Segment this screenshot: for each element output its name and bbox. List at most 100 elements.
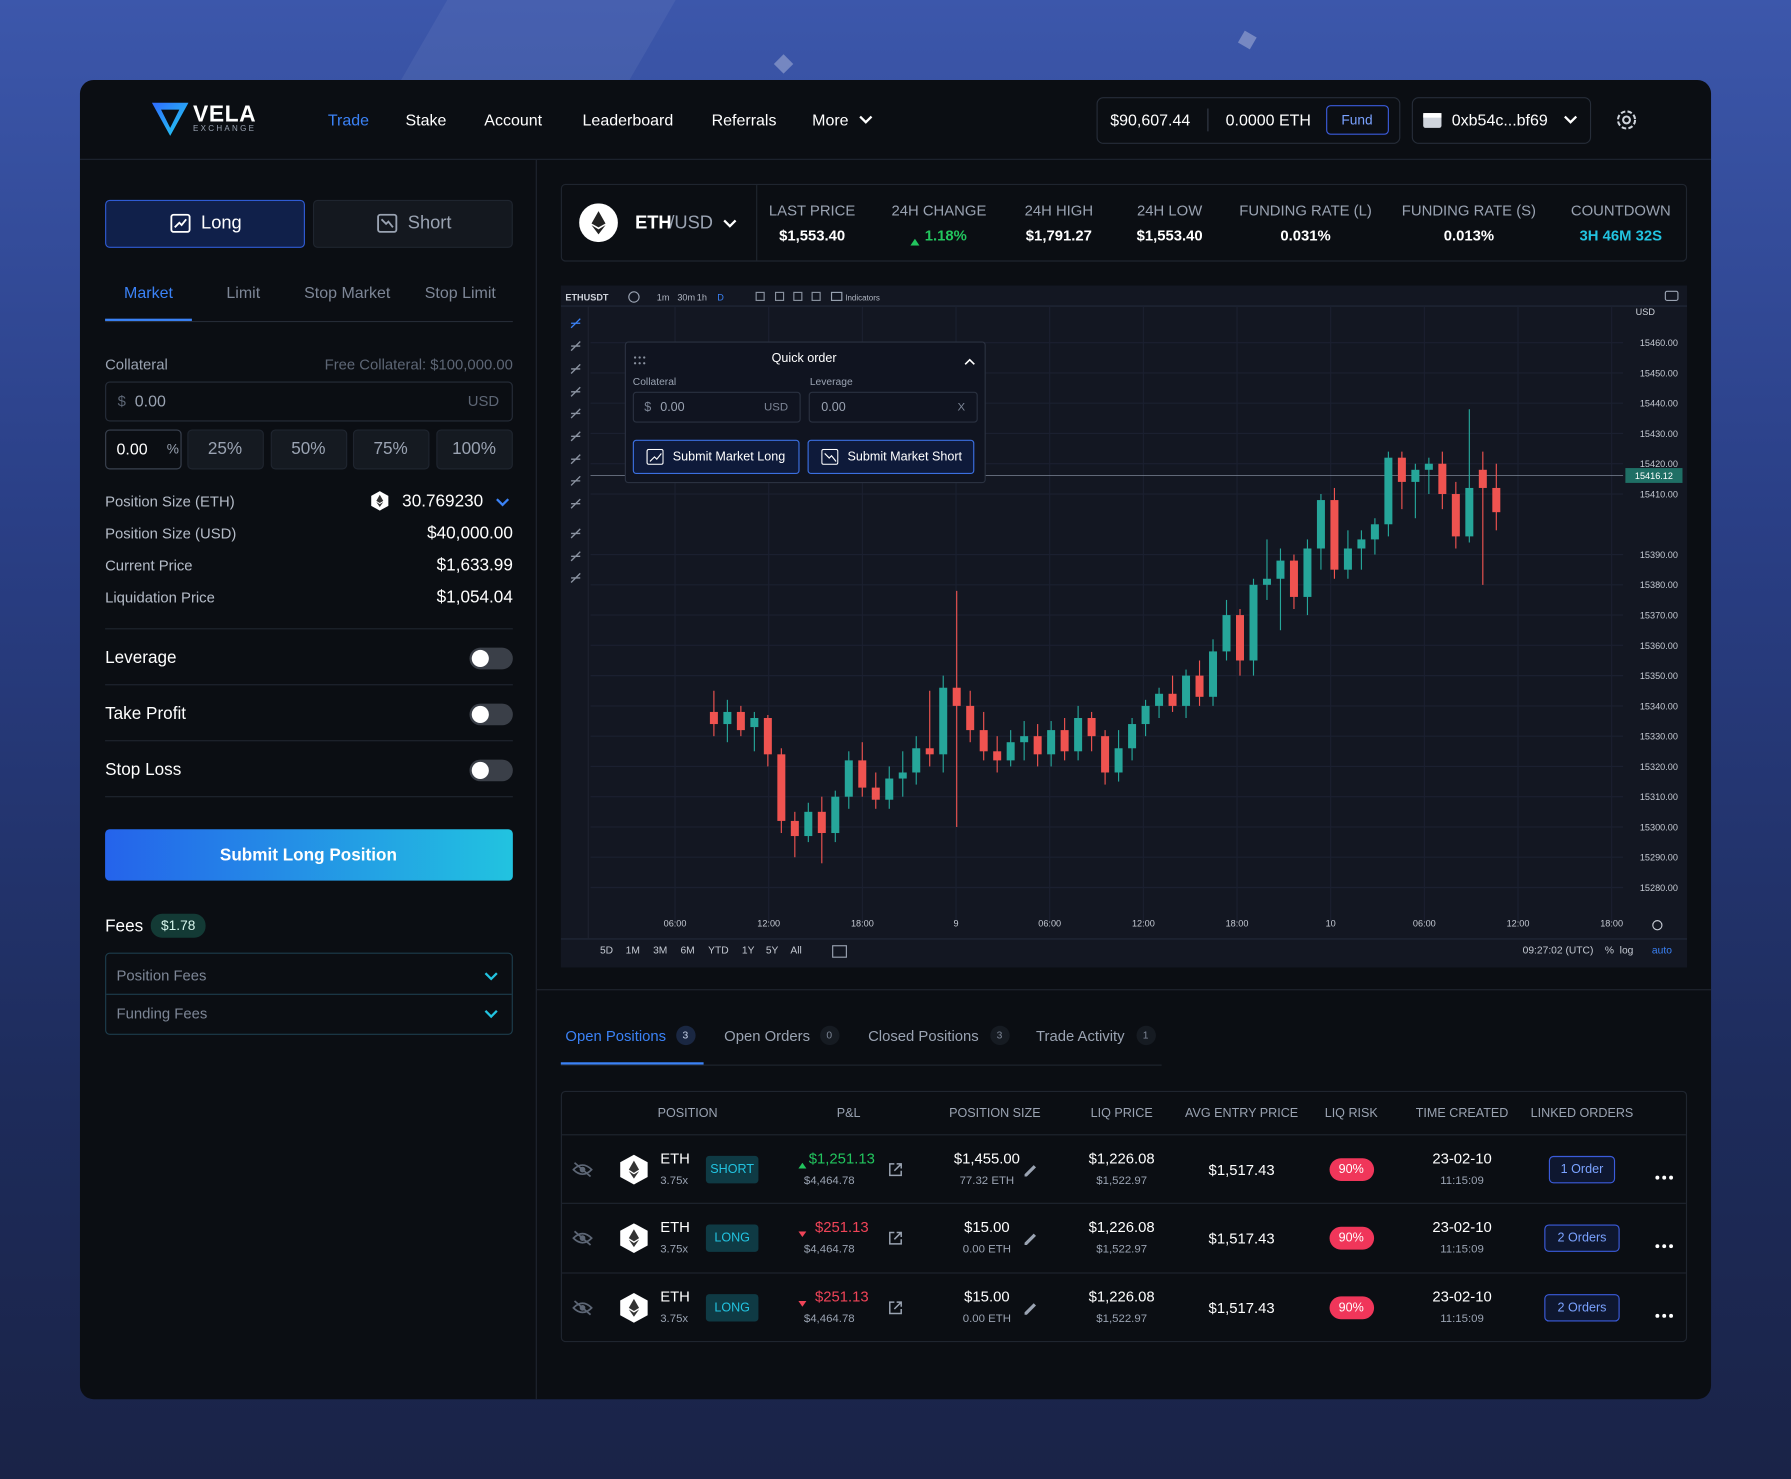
row-menu[interactable] (1654, 1235, 1675, 1249)
asset-icon (618, 1154, 650, 1186)
percent-button[interactable] (270, 429, 348, 470)
column-header: LIQ PRICE (1090, 1106, 1153, 1121)
edit-icon[interactable] (1023, 1301, 1037, 1315)
nav-link[interactable]: Account (484, 110, 543, 130)
short-button[interactable] (312, 199, 513, 248)
candle-body (1424, 463, 1433, 470)
positions-tab[interactable]: Open Positions (565, 1027, 667, 1045)
collapse[interactable] (963, 353, 977, 365)
wallet-chevron-svg (1564, 115, 1578, 124)
nav-link[interactable]: Trade (327, 110, 370, 130)
pnl-sub: $4,464.78 (803, 1174, 855, 1188)
order-type-tab[interactable]: Stop Limit (424, 283, 496, 302)
row-menu-svg (1655, 1244, 1674, 1249)
fund-button[interactable] (1326, 105, 1389, 135)
row-menu[interactable] (1654, 1166, 1675, 1180)
long-button[interactable] (105, 199, 305, 248)
percent-unit: % (166, 440, 179, 457)
qo-submit[interactable] (632, 439, 800, 475)
candle-body (750, 717, 759, 728)
candle-body (952, 687, 961, 706)
percent-button[interactable] (436, 429, 513, 470)
candle-body (885, 778, 894, 800)
fee-row[interactable]: Funding Fees (116, 1004, 208, 1022)
risk: 90% (1338, 1162, 1364, 1177)
drawing-tool (570, 431, 581, 442)
pnl-arrow-svg (798, 1231, 807, 1238)
x-tick-label: 18:00 (1600, 918, 1623, 928)
percent-label: 50% (291, 439, 326, 459)
settings-icon[interactable] (1614, 107, 1639, 132)
percent-input[interactable] (105, 429, 182, 470)
nav-link[interactable]: More (812, 110, 849, 130)
separator (105, 796, 513, 798)
order-type-tab[interactable]: Market (124, 283, 173, 302)
hide-icon[interactable] (572, 1300, 593, 1316)
positions-tab[interactable]: Trade Activity (1035, 1027, 1125, 1045)
x-tick-label: 06:00 (664, 918, 687, 928)
pair-quote: /USD (669, 213, 714, 234)
positions-tab[interactable]: Closed Positions (868, 1027, 979, 1045)
nav-link[interactable]: Stake (405, 110, 447, 130)
edit-icon[interactable] (1023, 1163, 1037, 1177)
risk-badge (1329, 1226, 1375, 1250)
asset: ETH (660, 1287, 690, 1305)
entry-price: $1,517.43 (1208, 1229, 1275, 1247)
liq-price: $1,226.08 (1088, 1287, 1155, 1305)
pair-base: ETH (635, 213, 672, 234)
hide-icon[interactable] (572, 1162, 593, 1178)
submit-button[interactable] (105, 829, 513, 881)
edit-icon[interactable] (1023, 1231, 1037, 1246)
candle-body (1478, 469, 1487, 488)
nav-link[interactable]: Leaderboard (582, 110, 674, 130)
candle-body (736, 711, 745, 731)
candle-body (1047, 730, 1056, 755)
qo-input[interactable] (632, 391, 801, 423)
toolbar-icon (811, 291, 821, 301)
tab-count: 0 (826, 1029, 833, 1041)
order-type-tab[interactable]: Limit (226, 283, 261, 302)
more-chevron (857, 111, 875, 129)
candle-body (844, 760, 853, 797)
wallet-box[interactable] (1411, 97, 1592, 144)
x-tick-label: 06:00 (1038, 918, 1061, 928)
orders-button[interactable] (1548, 1155, 1616, 1184)
pair-chevron[interactable] (721, 215, 739, 233)
percent-button[interactable] (187, 429, 264, 470)
orders: 2 Orders (1557, 1231, 1607, 1246)
candle-body (1060, 730, 1069, 752)
market-divider (756, 185, 758, 261)
hide-icon[interactable] (572, 1230, 593, 1246)
order-type-tab[interactable]: Stop Market (304, 283, 391, 302)
collateral-input[interactable] (105, 381, 513, 422)
fee-chevron-svg (484, 972, 498, 981)
market-stat-value: 0.031% (1280, 226, 1331, 244)
orders-button[interactable] (1544, 1294, 1620, 1322)
nav-link[interactable]: Referrals (711, 110, 777, 130)
share-icon[interactable] (888, 1162, 904, 1178)
side-badge (705, 1224, 759, 1252)
qo-label: Leverage (809, 375, 853, 388)
tab-underline (560, 1062, 704, 1065)
qo-submit[interactable] (807, 439, 975, 475)
row-menu[interactable] (1654, 1304, 1675, 1318)
percent-button[interactable] (352, 429, 430, 470)
fee-row[interactable]: Position Fees (116, 966, 207, 985)
entry-price: $1,517.43 (1208, 1161, 1275, 1179)
leverage: 3.75x (660, 1174, 689, 1188)
qo-input[interactable] (808, 391, 978, 423)
pair-icon (579, 203, 618, 243)
orders-button[interactable] (1544, 1224, 1620, 1252)
positions-tab[interactable]: Open Orders (724, 1027, 811, 1045)
decor (394, 0, 703, 92)
pnl: $251.13 (814, 1287, 869, 1305)
position-size-sub: 0.00 ETH (962, 1312, 1012, 1326)
candle-body (777, 754, 786, 821)
qo-clear[interactable]: X (957, 401, 966, 415)
market-stat-label: FUNDING RATE (S) (1401, 201, 1536, 219)
share-icon[interactable] (888, 1230, 904, 1246)
drawing-tool (570, 475, 581, 486)
market-stat-label: 24H LOW (1137, 201, 1203, 219)
share-icon[interactable] (888, 1300, 904, 1316)
